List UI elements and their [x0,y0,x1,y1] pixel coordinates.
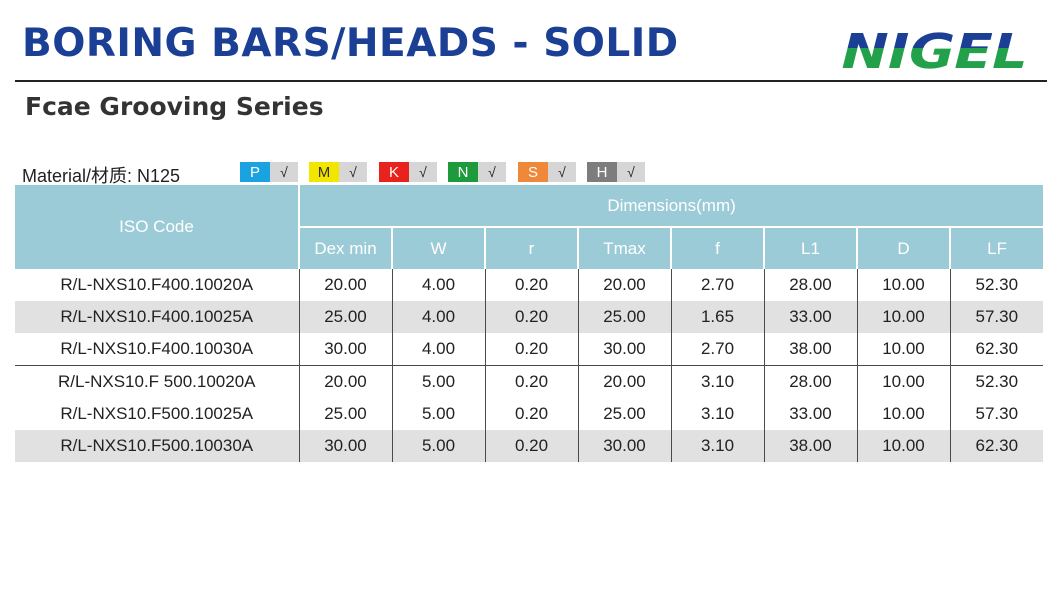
table-cell: 5.00 [392,430,486,462]
table-cell: 0.20 [485,430,579,462]
badge-letter: H [587,162,617,182]
check-icon: √ [409,162,437,182]
table-cell: 2.70 [671,333,765,366]
check-icon: √ [548,162,576,182]
check-icon: √ [270,162,298,182]
table-cell: 28.00 [764,269,858,301]
table-row: R/L-NXS10.F400.10025A 25.00 4.00 0.20 25… [15,301,1044,333]
material-badge-n: N √ [448,162,506,182]
material-badge-s: S √ [518,162,576,182]
material-badge-m: M √ [309,162,367,182]
table-cell: 25.00 [299,398,393,430]
table-cell: 57.30 [975,404,1019,423]
table-cell: 25.00 [299,301,393,333]
col-header-dex-min: Dex min [299,227,393,269]
table-cell: 38.00 [764,430,858,462]
iso-code-cell: R/L-NXS10.F 500.10020A [15,365,300,398]
table-cell: 28.00 [764,365,858,398]
col-header-w: W [392,227,486,269]
iso-code-cell: R/L-NXS10.F400.10030A [15,333,300,366]
table-cell: 4.00 [392,269,486,301]
table-cell: 1.65 [671,301,765,333]
table-cell: 20.00 [299,269,393,301]
table-cell: 0.20 [485,333,579,366]
table-cell: 25.00 [578,398,672,430]
table-cell: 3.10 [671,398,765,430]
table-cell: 30.00 [578,430,672,462]
badge-letter: M [309,162,339,182]
table-cell: 30.00 [578,333,672,366]
table-row: R/L-NXS10.F400.10030A 30.00 4.00 0.20 30… [15,333,1043,366]
material-badge-h: H √ [587,162,645,182]
table-cell: 25.00 [578,301,672,333]
table-cell: 5.00 [392,365,486,398]
table-cell: 10.00 [857,365,951,398]
badge-letter: S [518,162,548,182]
check-icon: √ [617,162,645,182]
table-cell: 33.00 [764,301,858,333]
table-cell: 62.30 [950,430,1044,462]
iso-code-header: ISO Code [15,185,300,269]
table-cell: 4.00 [392,333,486,366]
table-cell: 0.20 [485,398,579,430]
col-header-f: f [671,227,765,269]
iso-code-cell: R/L-NXS10.F400.10020A [15,269,300,301]
table-cell: 52.30 [950,365,1044,398]
col-header-l1: L1 [764,227,858,269]
table-cell: 10.00 [857,398,951,430]
spec-table: ISO Code Dimensions(mm) Dex min W r Tmax… [15,185,1044,462]
table-row: R/L-NXS10.F 500.10020A 20.00 5.00 0.20 2… [15,365,1044,398]
logo-wordmark-bottom: NIGEL [836,26,1034,74]
col-header-d: D [857,227,951,269]
table-cell: 20.00 [578,365,672,398]
table-cell: 62.30 [975,339,1019,358]
series-subtitle: Fcae Grooving Series [25,92,324,121]
table-cell: 0.20 [485,269,579,301]
table-cell: 33.00 [764,398,858,430]
table-cell: 30.00 [299,430,393,462]
material-label: Material/材质: N125 [22,166,181,186]
col-header-lf: LF [950,227,1044,269]
table-cell: 38.00 [764,333,858,366]
material-badge-p: P √ [240,162,298,182]
badge-letter: K [379,162,409,182]
page-title: BORING BARS/HEADS - SOLID [22,21,679,66]
table-cell: 52.30 [975,275,1019,294]
badge-letter: P [240,162,270,182]
dimensions-header: Dimensions(mm) [299,185,1044,228]
header-divider [15,80,1047,82]
table-cell: 20.00 [299,365,393,398]
table-cell: 30.00 [299,333,393,366]
logo-wordmark-top: NIGEL [836,26,1034,74]
check-icon: √ [478,162,506,182]
table-row: R/L-NXS10.F500.10030A 30.00 5.00 0.20 30… [15,430,1044,462]
table-cell: 3.10 [671,365,765,398]
table-cell: 2.70 [671,269,765,301]
table-cell: 3.10 [671,430,765,462]
nigel-logo: NIGEL NIGEL [836,26,1034,74]
table-cell: 10.00 [857,301,951,333]
check-icon: √ [339,162,367,182]
table-cell: 57.30 [950,301,1044,333]
table-row: R/L-NXS10.F500.10025A 25.00 5.00 0.20 25… [15,398,1043,430]
table-cell: 10.00 [857,269,951,301]
col-header-r: r [485,227,579,269]
material-badge-k: K √ [379,162,437,182]
iso-code-cell: R/L-NXS10.F500.10025A [15,398,300,430]
table-cell: 5.00 [392,398,486,430]
table-cell: 20.00 [578,269,672,301]
table-row: R/L-NXS10.F400.10020A 20.00 4.00 0.20 20… [15,269,1043,301]
badge-letter: N [448,162,478,182]
table-cell: 0.20 [485,365,579,398]
table-cell: 10.00 [857,333,951,366]
iso-code-cell: R/L-NXS10.F400.10025A [15,301,300,333]
table-cell: 4.00 [392,301,486,333]
col-header-tmax: Tmax [578,227,672,269]
iso-code-cell: R/L-NXS10.F500.10030A [15,430,300,462]
table-cell: 0.20 [485,301,579,333]
table-cell: 10.00 [857,430,951,462]
